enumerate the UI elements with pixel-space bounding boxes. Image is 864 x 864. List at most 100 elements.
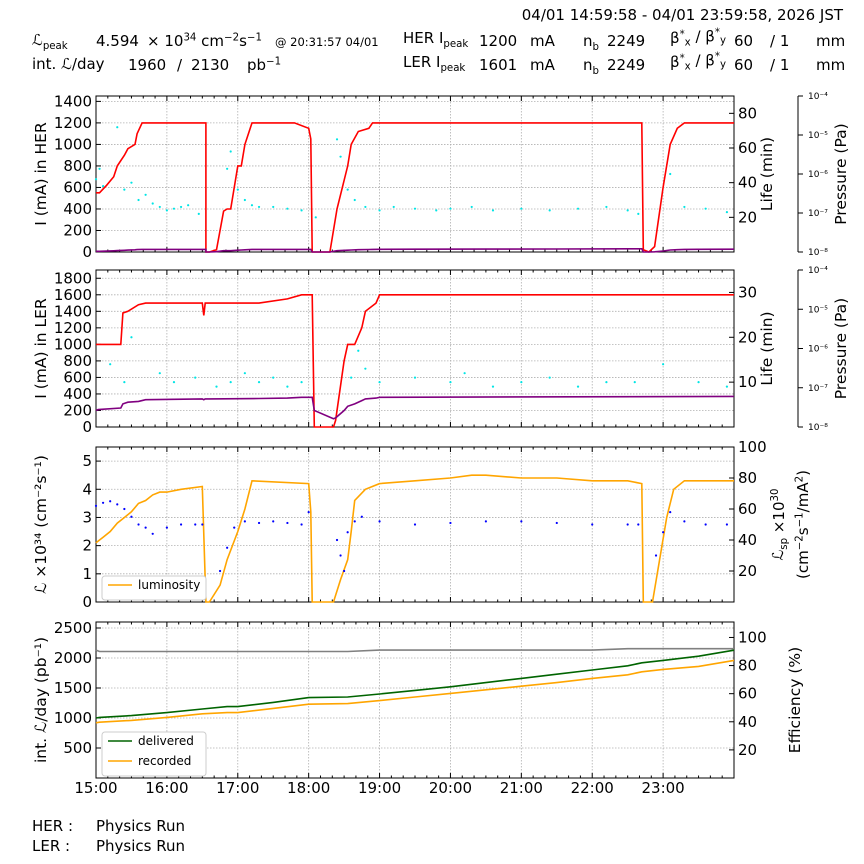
scatter-point xyxy=(94,504,98,507)
y2-tick-label: 20 xyxy=(738,741,757,759)
scatter-point xyxy=(194,523,197,526)
scatter-point xyxy=(272,205,275,209)
scatter-point xyxy=(605,381,608,384)
scatter-point xyxy=(364,367,367,370)
scatter-point xyxy=(339,155,342,158)
scatter-point xyxy=(491,385,495,388)
ler-beta-label: β*x / β*y xyxy=(670,51,726,72)
scatter-point xyxy=(491,209,495,212)
scatter-point xyxy=(272,376,275,379)
scatter-point xyxy=(576,207,580,210)
her-ipeak-label: HER Ipeak xyxy=(403,29,468,50)
scatter-point xyxy=(484,520,487,523)
y2-axis-label: Life (min) xyxy=(758,137,776,211)
series-line-recorded xyxy=(95,659,735,724)
scatter-point xyxy=(165,526,168,529)
scatter-point xyxy=(463,372,466,375)
scatter-point xyxy=(300,381,303,384)
her-beta-label: β*x / β*y xyxy=(670,27,726,48)
scatter-point xyxy=(286,521,289,525)
scatter-point xyxy=(130,181,133,184)
lpeak-value: 4.594 xyxy=(96,32,139,50)
y2-tick-label: 60 xyxy=(738,500,757,518)
scatter-point xyxy=(226,167,229,170)
scatter-point xyxy=(353,198,356,202)
scatter-point xyxy=(360,515,363,518)
pressure-tick-label: 10⁻⁶ xyxy=(808,345,828,355)
y-tick-label: 1500 xyxy=(54,679,92,697)
scatter-point xyxy=(151,202,154,205)
y-tick-label: 1200 xyxy=(54,319,92,337)
scatter-point xyxy=(683,205,686,209)
pressure-tick-label: 10⁻⁵ xyxy=(808,305,828,315)
series-line-delivered xyxy=(95,649,735,719)
scatter-point xyxy=(215,385,218,388)
scatter-point xyxy=(226,546,229,549)
scatter-point xyxy=(137,523,140,526)
y-tick-label: 800 xyxy=(63,352,92,370)
pressure-axis-label: Pressure (Pa) xyxy=(832,298,850,399)
y-tick-label: 2500 xyxy=(54,619,92,637)
x-tick-label: 21:00 xyxy=(500,779,543,797)
plot-frame xyxy=(95,269,735,428)
scatter-point xyxy=(449,521,452,525)
scatter-point xyxy=(346,188,349,191)
legend-box xyxy=(101,575,207,601)
scatter-point xyxy=(179,523,183,526)
y-tick-label: 600 xyxy=(63,368,92,386)
footer-ler-status: Physics Run xyxy=(96,837,185,855)
y-tick-label: 1000 xyxy=(54,709,92,727)
scatter-point xyxy=(343,569,346,573)
scatter-point xyxy=(151,532,154,535)
scatter-point xyxy=(116,126,119,129)
intl-delivered: 1960 xyxy=(128,56,166,74)
plot-frame xyxy=(95,95,735,253)
scatter-point xyxy=(130,515,133,518)
y2-tick-label: 60 xyxy=(738,685,757,703)
y-tick-label: 2 xyxy=(82,537,92,555)
plot-frame xyxy=(95,446,735,603)
scatter-point xyxy=(637,523,640,526)
y-tick-label: 200 xyxy=(63,221,92,239)
scatter-point xyxy=(229,381,232,384)
y-tick-label: 600 xyxy=(63,178,92,196)
ler-nb-value: 2249 xyxy=(607,56,645,74)
scatter-point xyxy=(286,207,289,210)
y-tick-label: 1200 xyxy=(54,114,92,132)
y2-axis-label: Life (min) xyxy=(758,311,776,385)
scatter-point xyxy=(286,385,289,388)
ler-nb-label: nb xyxy=(583,56,599,77)
scatter-point xyxy=(704,207,707,210)
pressure-tick-label: 10⁻⁶ xyxy=(808,170,828,180)
y-axis-label: ℒ ×10³⁴ (cm⁻²s⁻¹) xyxy=(32,455,50,594)
series-line-series-1 xyxy=(96,248,735,253)
scatter-point xyxy=(109,363,112,366)
y2-tick-label: 80 xyxy=(738,469,757,487)
pressure-tick-label: 10⁻⁷ xyxy=(808,384,828,394)
y-tick-label: 0 xyxy=(82,593,92,611)
y-tick-label: 1000 xyxy=(54,335,92,353)
scatter-point xyxy=(335,138,339,141)
pressure-tick-label: 10⁻⁵ xyxy=(808,131,828,141)
legend-label: delivered xyxy=(138,734,194,748)
y2-tick-label: 40 xyxy=(738,713,757,731)
scatter-point xyxy=(548,209,551,212)
scatter-point xyxy=(520,520,523,523)
y2-tick-label: 80 xyxy=(738,104,757,122)
x-tick-label: 16:00 xyxy=(145,779,188,797)
scatter-point xyxy=(158,372,161,375)
y-tick-label: 0 xyxy=(82,418,92,436)
series-line-series-0 xyxy=(96,122,734,253)
scatter-point xyxy=(307,510,310,514)
scatter-point xyxy=(257,521,261,525)
x-tick-label: 17:00 xyxy=(216,779,259,797)
y2-tick-label: 20 xyxy=(738,562,757,580)
scatter-point xyxy=(158,205,161,209)
y2-axis-label-units: (cm−2s−1/mA2) xyxy=(794,470,812,579)
scatter-point xyxy=(250,204,254,207)
series-line-series-0 xyxy=(96,293,734,428)
series-line-luminosity xyxy=(95,474,734,603)
y2-tick-label: 80 xyxy=(738,657,757,675)
her-beta-unit: mm xyxy=(816,32,845,50)
